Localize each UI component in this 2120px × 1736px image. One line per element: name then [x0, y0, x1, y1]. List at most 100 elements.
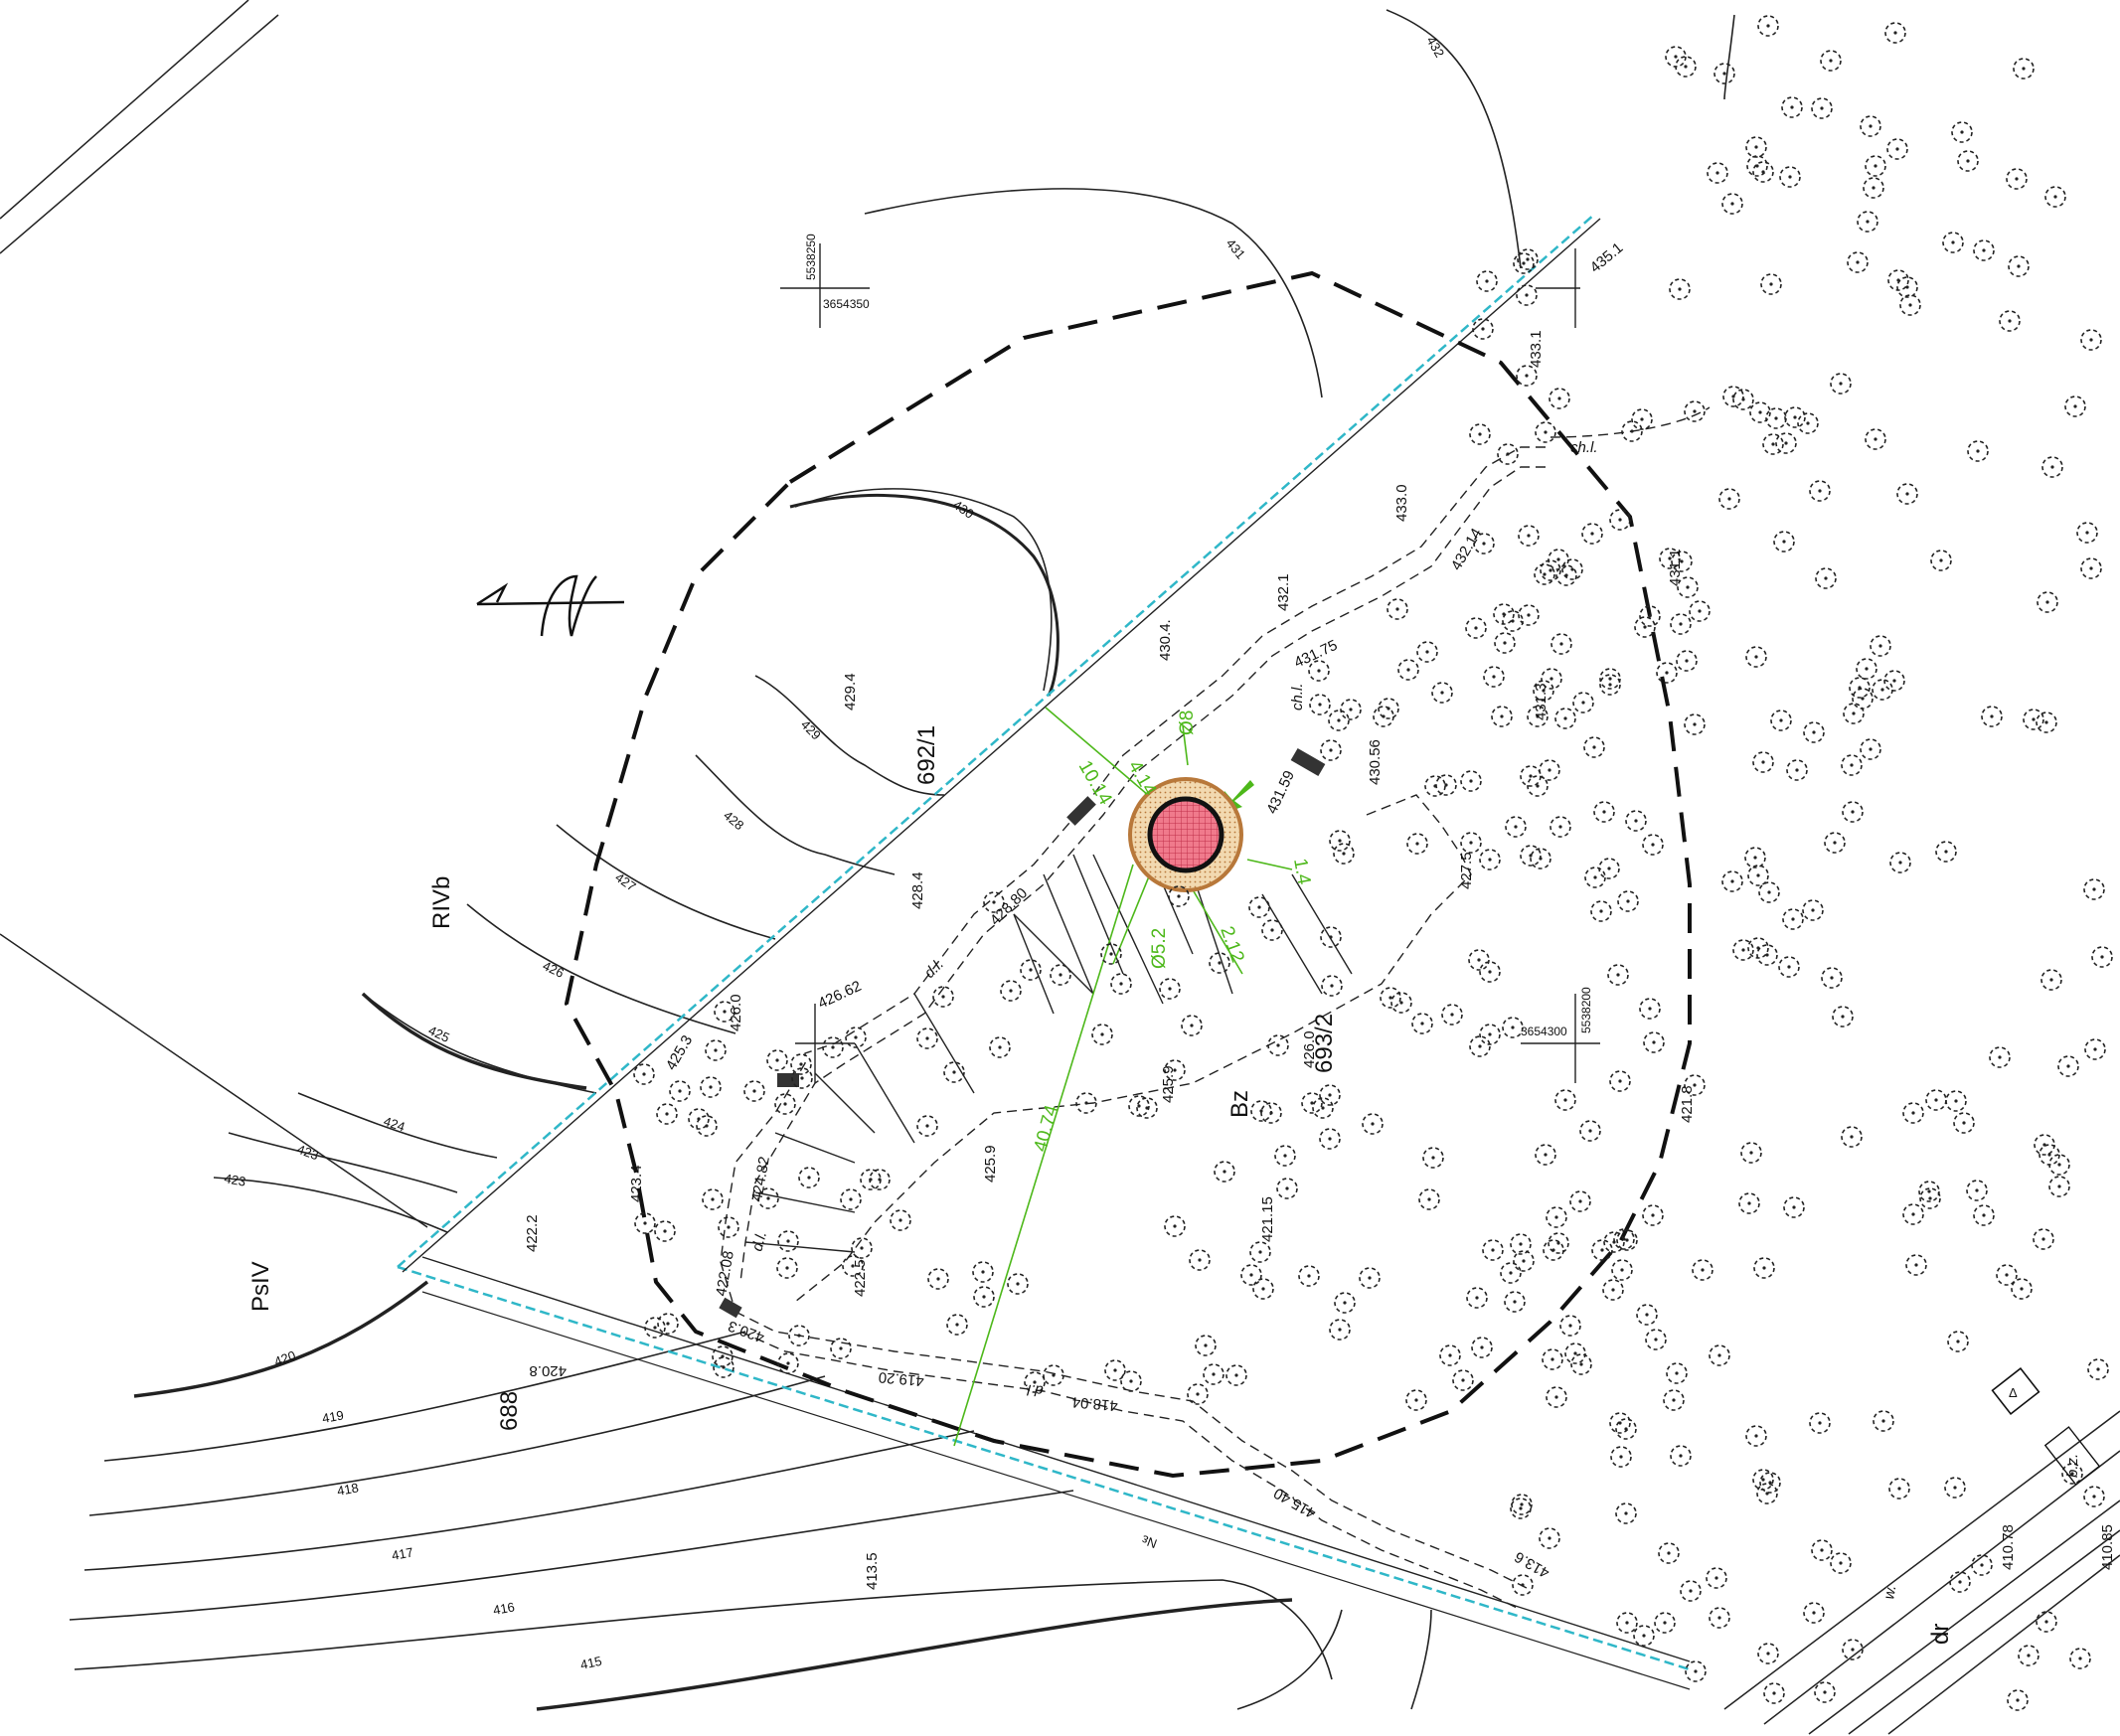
tree-icon	[1546, 1206, 1567, 1228]
tree-icon	[1753, 1257, 1775, 1279]
tree-icon	[766, 1049, 788, 1071]
tree-icon	[1460, 832, 1482, 854]
tree-icon	[1091, 1024, 1113, 1045]
tree-icon	[1520, 765, 1542, 787]
tree-icon	[654, 1220, 676, 1242]
tree-icon	[1517, 248, 1539, 270]
elevation: 429.4	[842, 673, 859, 710]
north-arrow	[476, 574, 625, 637]
tree-icon	[1951, 121, 1973, 143]
tree-icon	[1842, 801, 1864, 823]
grid-cross-2	[1536, 248, 1580, 328]
feature-label: ch.l.	[1570, 439, 1598, 456]
elevation: 413.5	[864, 1552, 881, 1590]
tree-icon	[1843, 703, 1865, 724]
contour-label: 419	[321, 1407, 345, 1426]
tree-icon	[1670, 613, 1692, 635]
tree-icon	[1925, 1089, 1947, 1111]
elevation: 421.15	[1259, 1196, 1276, 1242]
tree-icon	[1390, 992, 1412, 1014]
grid-north-2: 5538200	[1579, 987, 1593, 1033]
grid-cross-4	[795, 1004, 855, 1083]
tree-icon	[1518, 525, 1540, 547]
tree-icon	[1797, 412, 1819, 434]
parcel-688-label: 688	[496, 1391, 523, 1431]
elevation: 413.6	[1512, 1548, 1552, 1581]
tree-icon	[1610, 1446, 1632, 1468]
benchmark-icon: Δ	[1991, 1366, 2040, 1416]
tree-icon	[2018, 1645, 2039, 1666]
tree-icon	[1561, 558, 1583, 580]
elevation: 427.5	[1458, 852, 1475, 889]
tree-icon	[1905, 1254, 1927, 1276]
benchmark-symbol: Δ	[2009, 1385, 2018, 1400]
tree-icon	[1518, 604, 1540, 626]
tree-icon	[1935, 841, 1957, 863]
tree-icon	[1888, 1478, 1910, 1499]
tree-icon	[1424, 775, 1446, 797]
contour-label: 429	[798, 717, 824, 743]
tree-icon	[1320, 739, 1342, 761]
tree-icon	[1511, 1494, 1533, 1515]
tree-icon	[1479, 1024, 1501, 1045]
tree-icon	[1783, 1196, 1805, 1218]
tree-icon	[1802, 899, 1824, 921]
tree-icon	[1539, 1527, 1560, 1549]
tree-icon	[1548, 549, 1569, 570]
dimension-label: Ø5.2	[1149, 928, 1170, 969]
tree-icon	[1999, 310, 2021, 332]
tree-icon	[1510, 1498, 1532, 1519]
tree-icon	[1583, 736, 1605, 758]
grid-cross-1	[780, 243, 870, 328]
tree-icon	[1666, 1362, 1688, 1384]
tree-icon	[1778, 956, 1800, 978]
tree-icon	[1431, 682, 1453, 704]
tree-icon	[1803, 721, 1825, 743]
tree-icon	[1865, 428, 1886, 450]
tree-icon	[1535, 1144, 1556, 1166]
elevation: 422.2	[524, 1214, 541, 1252]
tree-icon	[1721, 870, 1743, 892]
elevation: 410.78	[2000, 1524, 2017, 1570]
tree-icon	[869, 1169, 891, 1190]
grid-cross-3	[1521, 994, 1600, 1083]
well-symbol	[1128, 777, 1243, 892]
tree-icon	[2007, 1689, 2029, 1711]
contour-label: 423	[295, 1142, 321, 1164]
tree-icon	[1863, 177, 1884, 199]
elevation: 422.5	[852, 1259, 869, 1297]
tree-icon	[2036, 1611, 2057, 1633]
tree-icon	[1707, 162, 1728, 184]
tree-icon	[1656, 662, 1678, 684]
feature-label: b.z.	[2064, 1454, 2081, 1478]
contour-label: 427	[612, 869, 638, 894]
soil-rivb-label: RIVb	[428, 876, 455, 929]
tree-icon	[2080, 329, 2102, 351]
tree-icon	[1896, 483, 1918, 505]
tree-icon	[2023, 709, 2044, 730]
tree-icon	[1639, 998, 1661, 1020]
tree-icon	[1692, 1259, 1713, 1281]
feature-label: d.l.	[921, 956, 947, 982]
dimension-label: 40.74	[1031, 1103, 1063, 1155]
tree-icon	[1554, 1089, 1576, 1111]
tree-icon	[700, 1076, 722, 1098]
tree-icon	[1550, 633, 1572, 655]
elevation-labels: 433.1 433.0 432.1 432.14 431.75 431.59 4…	[524, 239, 2116, 1590]
tree-icon	[1749, 401, 1771, 423]
tree-icon	[1658, 1542, 1680, 1564]
tree-icon	[1267, 1034, 1289, 1056]
tree-icon	[1752, 751, 1774, 773]
tree-icon	[1706, 1567, 1727, 1589]
tree-icon	[1468, 949, 1490, 971]
contour-label: 426	[541, 958, 567, 981]
tree-icon	[1631, 408, 1653, 430]
tree-icon	[1847, 251, 1869, 273]
contour-label: 418	[336, 1480, 360, 1499]
tree-icon	[633, 1063, 655, 1085]
tree-icon	[2091, 946, 2113, 968]
elevation: 430.4.	[1157, 619, 1174, 661]
tree-icon	[1598, 858, 1620, 879]
tree-icon	[1820, 50, 1842, 72]
tree-icon	[1020, 959, 1042, 981]
